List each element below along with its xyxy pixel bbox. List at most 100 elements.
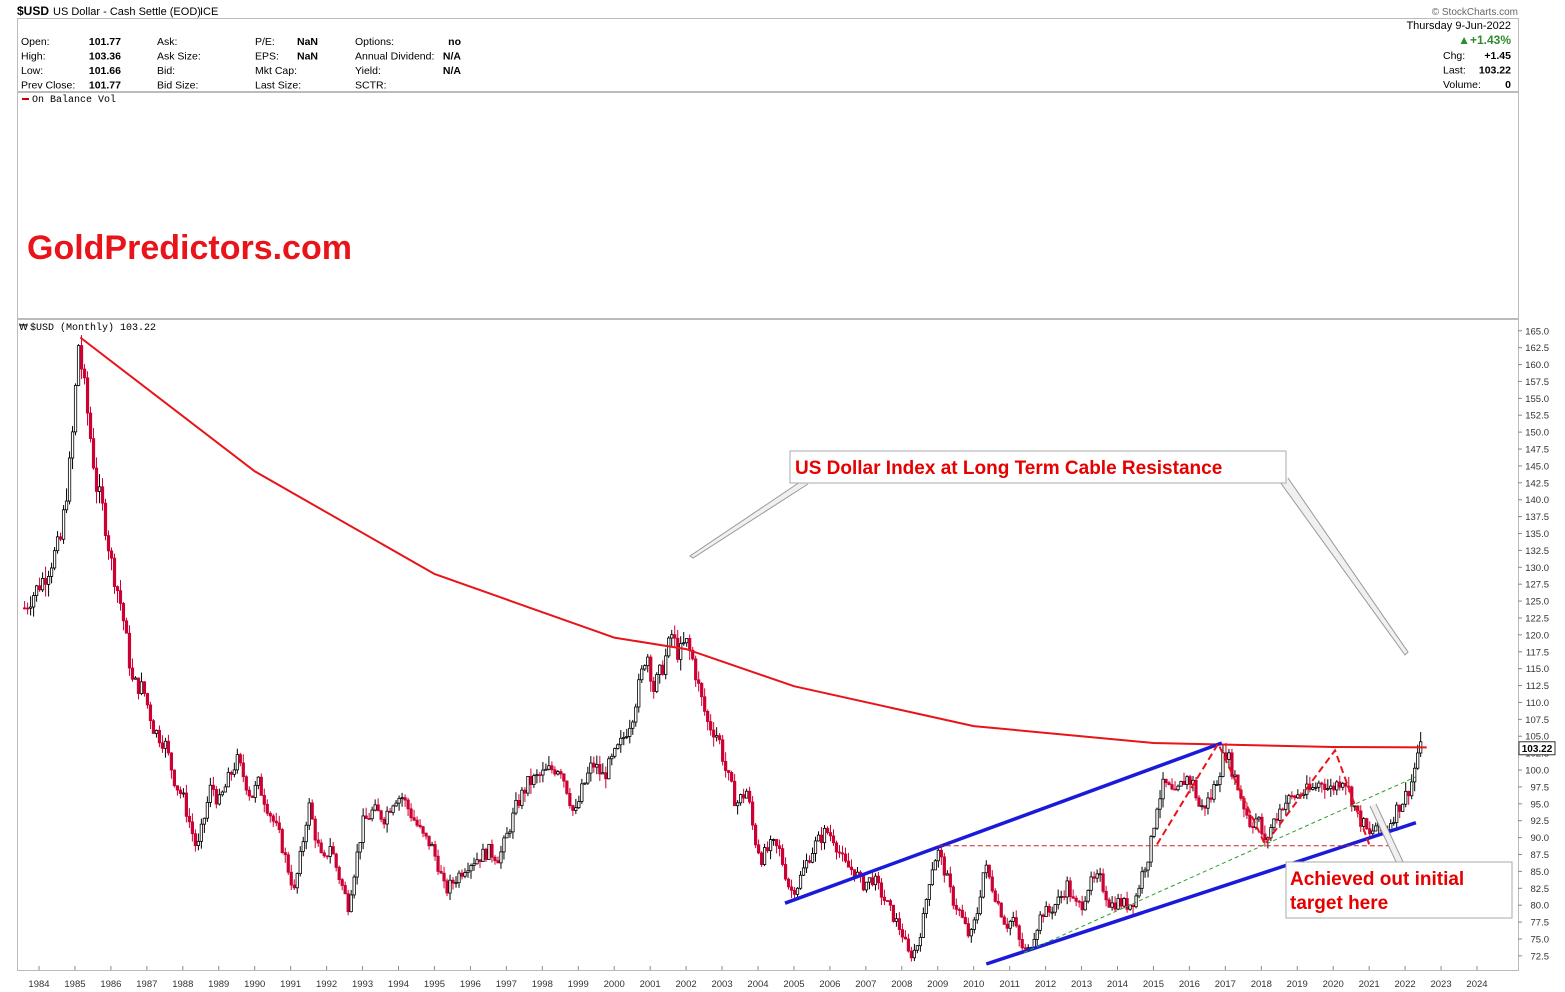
candle-body [1194,779,1198,799]
candle-body [430,844,434,847]
candle-body [960,909,964,918]
candle-body [709,721,713,731]
candle-body [1179,780,1183,787]
candle-body [613,748,617,757]
candle-body [43,578,48,585]
candle-body [85,377,90,414]
candle-body [700,683,704,698]
candle-body [879,882,884,898]
candle-body [789,886,794,891]
x-tick-label: 1998 [532,979,553,990]
x-tick-label: 2001 [640,979,661,990]
candle-body [756,844,761,854]
candle-body [754,824,758,846]
candle-body [592,762,596,768]
candle-body [88,412,93,439]
candle-body [1035,929,1039,940]
stat-label: Ask Size: [157,51,201,63]
candle-body [304,824,308,843]
candle-body [810,853,815,863]
candle-body [1341,782,1345,788]
candle-body [903,936,907,940]
x-tick-label: 1997 [496,979,517,990]
candle-body [697,679,701,684]
candle-body [1320,782,1324,785]
candle-body [286,854,290,873]
candle-body [586,772,590,784]
candle-body [1401,803,1405,812]
x-tick-label: 1994 [388,979,409,990]
x-tick-label: 1992 [316,979,337,990]
y-tick-label: 160.0 [1525,360,1549,371]
stat-label: Yield: [355,65,381,77]
candle-body [975,913,979,921]
candle-body [139,681,144,694]
candle-body [547,765,551,770]
candle-body [1140,871,1144,889]
candle-body [556,771,560,775]
last-price-tag [1518,741,1556,756]
candle-body [1200,805,1204,808]
candle-body [1287,795,1291,804]
y-tick-label: 80.0 [1531,901,1550,912]
candle-body [82,368,87,379]
candle-body [499,851,503,864]
candle-body [1008,920,1012,929]
y-tick-label: 150.0 [1525,428,1549,439]
x-tick-label: 2014 [1107,979,1128,990]
candle-body [1059,896,1063,898]
resistance-callout-box [789,450,1287,484]
candle-body [271,815,275,822]
candle-body [945,873,949,876]
candle-body [199,823,203,842]
candle-body [544,768,548,771]
x-tick-label: 2019 [1287,979,1308,990]
candle-body [514,799,518,814]
candle-body [1197,797,1201,807]
candle-body [762,847,767,865]
candle-body [1005,923,1009,929]
y-tick-label: 127.5 [1525,580,1549,591]
candle-body [1104,890,1108,901]
candle-body [463,872,467,877]
candle-body [115,586,120,592]
candle-body [295,873,299,889]
candle-body [1290,795,1294,798]
candle-body [424,832,428,837]
candle-body [244,776,248,791]
x-tick-label: 2010 [963,979,984,990]
candle-body [736,802,740,807]
candle-body [97,486,102,492]
candle-body [217,794,221,805]
candle-body [373,804,377,811]
candle-body [1128,904,1132,910]
candle-body [574,807,578,811]
candle-body [765,847,770,852]
indicator-label: On Balance Vol [32,94,116,106]
candle-body [1155,808,1159,829]
candle-body [442,872,446,882]
candle-body [94,467,99,492]
candle-body [328,846,332,857]
candle-body [1188,776,1192,785]
candle-body [1275,818,1279,821]
candle-body [849,866,854,871]
candle-body [999,902,1003,918]
candle-body [1245,808,1249,816]
candle-body [1311,787,1315,790]
candle-body [777,845,782,849]
stat-label: Chg: [1443,50,1465,62]
candle-body [1092,876,1096,879]
candle-body [247,789,251,797]
candle-body [816,834,821,842]
y-tick-label: 130.0 [1525,563,1549,574]
candle-body [990,876,994,892]
candle-body [292,884,296,889]
candle-body [172,769,177,787]
candle-body [685,638,689,644]
candle-body [972,919,976,930]
x-tick-label: 2011 [999,979,1019,990]
candle-body [1233,774,1237,777]
candle-body [340,879,344,886]
candle-body [1284,802,1288,810]
